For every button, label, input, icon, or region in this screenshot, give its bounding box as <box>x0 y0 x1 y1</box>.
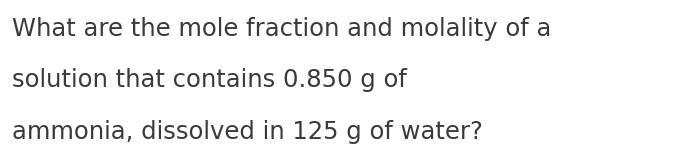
Text: solution that contains 0.850 g of: solution that contains 0.850 g of <box>12 68 407 91</box>
Text: ammonia, dissolved in 125 g of water?: ammonia, dissolved in 125 g of water? <box>12 120 483 144</box>
Text: What are the mole fraction and molality of a: What are the mole fraction and molality … <box>12 17 552 41</box>
